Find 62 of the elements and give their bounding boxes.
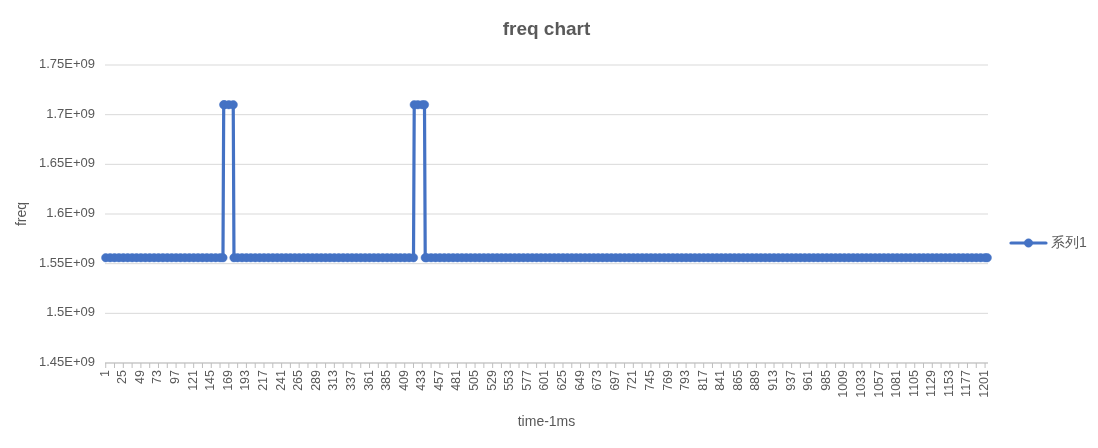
x-tick-label: 289 bbox=[309, 369, 324, 391]
x-tick-label: 1081 bbox=[889, 369, 904, 398]
x-tick-label: 1201 bbox=[977, 369, 992, 398]
x-tick-label: 1153 bbox=[942, 369, 957, 397]
x-tick-label: 385 bbox=[379, 369, 394, 391]
x-tick-label: 721 bbox=[625, 369, 640, 391]
x-tick-label: 217 bbox=[256, 369, 271, 391]
x-tick-label: 529 bbox=[484, 369, 499, 391]
y-tick-label: 1.75E+09 bbox=[38, 56, 95, 72]
y-tick-label: 1.45E+09 bbox=[38, 354, 95, 370]
x-tick-label: 913 bbox=[766, 369, 781, 391]
x-tick-label: 865 bbox=[731, 369, 746, 391]
x-tick-label: 697 bbox=[608, 369, 623, 391]
x-tick-label: 601 bbox=[537, 369, 552, 391]
x-tick-label: 337 bbox=[344, 369, 359, 391]
x-tick-label: 1033 bbox=[854, 369, 869, 398]
x-tick-label: 313 bbox=[326, 369, 341, 391]
x-tick-label: 49 bbox=[133, 369, 148, 384]
x-tick-label: 193 bbox=[238, 369, 253, 391]
x-tick-label: 985 bbox=[819, 369, 834, 391]
x-tick-label: 793 bbox=[678, 369, 693, 391]
y-tick-label: 1.55E+09 bbox=[38, 255, 95, 271]
x-tick-label: 25 bbox=[115, 369, 130, 384]
x-tick-label: 625 bbox=[555, 369, 570, 391]
x-tick-label: 457 bbox=[432, 369, 447, 391]
x-tick-label: 1105 bbox=[907, 369, 922, 397]
x-tick-label: 505 bbox=[467, 369, 482, 391]
x-tick-label: 1009 bbox=[836, 369, 851, 398]
x-tick-label: 1129 bbox=[924, 369, 939, 397]
x-tick-label: 1057 bbox=[871, 369, 886, 398]
y-tick-label: 1.6E+09 bbox=[46, 205, 95, 221]
x-axis-title: time-1ms bbox=[517, 412, 576, 429]
y-tick-label: 1.5E+09 bbox=[46, 304, 95, 320]
x-tick-label: 745 bbox=[643, 369, 658, 391]
x-tick-label: 241 bbox=[273, 369, 288, 391]
x-tick-label: 121 bbox=[185, 369, 200, 391]
x-tick-label: 1177 bbox=[959, 369, 974, 397]
x-tick-label: 889 bbox=[748, 369, 763, 391]
y-tick-label: 1.65E+09 bbox=[38, 155, 95, 171]
chart-title: freq chart bbox=[502, 18, 591, 40]
x-tick-label: 409 bbox=[397, 369, 411, 391]
y-tick-label: 1.7E+09 bbox=[46, 106, 95, 122]
x-tick-label: 145 bbox=[203, 369, 218, 391]
x-tick-label: 769 bbox=[660, 369, 675, 391]
x-tick-label: 265 bbox=[291, 369, 306, 391]
x-tick-label: 649 bbox=[572, 369, 587, 391]
y-axis-title: freq bbox=[12, 201, 29, 227]
x-tick-label: 433 bbox=[414, 369, 429, 391]
x-tick-label: 361 bbox=[361, 369, 376, 391]
x-tick-label: 97 bbox=[168, 369, 183, 384]
x-tick-label: 73 bbox=[150, 369, 165, 384]
x-tick-label: 169 bbox=[221, 369, 236, 391]
x-tick-label: 961 bbox=[801, 369, 816, 391]
x-tick-label: 553 bbox=[502, 369, 517, 391]
x-tick-label: 577 bbox=[520, 369, 535, 391]
x-tick-label: 673 bbox=[590, 369, 605, 391]
x-tick-label: 841 bbox=[713, 369, 728, 391]
x-tick-label: 817 bbox=[695, 369, 710, 391]
x-tick-label: 481 bbox=[449, 369, 464, 391]
x-tick-label: 1 bbox=[98, 369, 113, 377]
legend-label: 系列1 bbox=[1051, 233, 1087, 250]
x-tick-label: 937 bbox=[783, 369, 798, 391]
